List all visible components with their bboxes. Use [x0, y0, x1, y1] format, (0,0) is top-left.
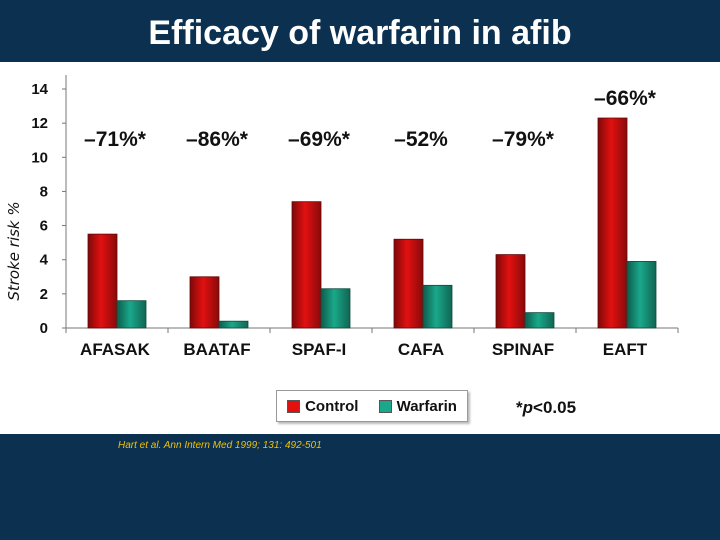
legend-item-warfarin: Warfarin	[378, 397, 457, 415]
bar-warfarin-cafa	[422, 284, 453, 329]
y-tick-label: 0	[40, 320, 48, 337]
bar-control-spaf-i	[291, 201, 322, 329]
data-annotation: –79%*	[492, 128, 555, 151]
legend-label-warfarin: Warfarin	[396, 397, 457, 415]
y-tick-label: 14	[31, 81, 48, 98]
p-value-symbol: p	[522, 398, 534, 417]
x-tick-label: EAFT	[603, 340, 648, 359]
y-tick-label: 2	[40, 286, 48, 303]
x-tick-label: BAATAF	[183, 340, 250, 359]
legend-swatch-warfarin	[378, 399, 392, 413]
bar-warfarin-baataf	[218, 320, 249, 329]
p-value-threshold: <0.05	[533, 398, 577, 417]
bar-control-spinaf	[495, 254, 526, 329]
bar-chart: 0 2 4 6 8 10 12 14 AFASAK –71%* BAATAF –86%* SPAF-I –…	[31, 75, 679, 359]
p-value-note: *p<0.05	[516, 398, 576, 418]
x-tick-label: AFASAK	[80, 340, 151, 359]
data-annotation: –52%	[394, 128, 448, 151]
x-tick-label: SPAF-I	[292, 340, 346, 359]
citation: Hart et al. Ann Intern Med 1999; 131: 49…	[118, 440, 322, 451]
x-tick-label: SPINAF	[492, 340, 554, 359]
x-tick-label: CAFA	[398, 340, 444, 359]
bar-control-eaft	[597, 117, 628, 329]
bar-warfarin-spinaf	[524, 312, 555, 329]
legend-swatch-control	[287, 399, 301, 413]
y-tick-label: 8	[40, 183, 48, 200]
slide-title: Efficacy of warfarin in afib	[148, 14, 572, 52]
y-tick-label: 4	[40, 252, 49, 269]
data-annotation: –86%*	[186, 128, 249, 151]
bar-control-afasak	[87, 233, 118, 329]
p-value-prefix: *	[516, 398, 523, 417]
data-annotation: –69%*	[288, 128, 351, 151]
bar-control-baataf	[189, 276, 220, 329]
data-annotation: –71%*	[84, 128, 147, 151]
bar-warfarin-spaf-i	[320, 288, 351, 329]
data-annotation: –66%*	[594, 87, 657, 110]
bar-control-cafa	[393, 238, 424, 329]
legend-label-control: Control	[305, 397, 359, 415]
chart-panel: 0 2 4 6 8 10 12 14 AFASAK –71%* BAATAF –86%* SPAF-I –…	[0, 62, 720, 434]
y-tick-label: 6	[40, 218, 48, 235]
legend-item-control: Control	[287, 398, 358, 415]
legend: Control Warfarin	[276, 390, 468, 422]
y-tick-label: 10	[31, 149, 48, 166]
bar-warfarin-eaft	[626, 261, 657, 329]
y-axis-label: Stroke risk %	[5, 201, 23, 301]
y-tick-label: 12	[31, 115, 48, 132]
bar-warfarin-afasak	[116, 300, 147, 329]
